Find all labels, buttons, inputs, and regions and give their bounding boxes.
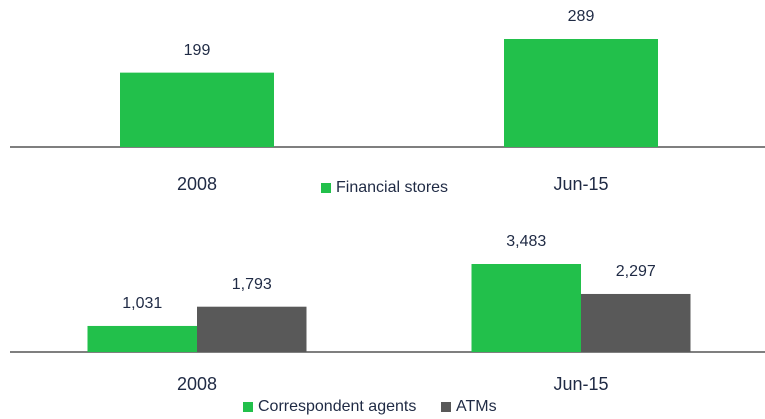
x-tick-label: 2008 (177, 174, 217, 194)
data-label: 3,483 (506, 233, 546, 250)
legend-label: Financial stores (336, 179, 448, 196)
x-tick-label: 2008 (177, 374, 217, 394)
bar (87, 325, 197, 352)
data-label: 289 (568, 8, 595, 25)
data-label: 1,031 (122, 295, 162, 312)
bar (197, 306, 307, 352)
legend-swatch (441, 402, 451, 412)
legend-label: Correspondent agents (258, 398, 416, 415)
data-label: 2,297 (616, 263, 656, 280)
legend-swatch (321, 183, 331, 193)
legend-label: ATMs (456, 398, 497, 415)
bar (120, 72, 274, 147)
x-tick-label: Jun-15 (553, 374, 608, 394)
x-tick-label: Jun-15 (553, 174, 608, 194)
data-label: 199 (184, 42, 211, 59)
data-label: 1,793 (232, 276, 272, 293)
legend-swatch (243, 402, 253, 412)
bar (581, 293, 691, 352)
bar (504, 39, 658, 147)
bar (471, 264, 581, 352)
